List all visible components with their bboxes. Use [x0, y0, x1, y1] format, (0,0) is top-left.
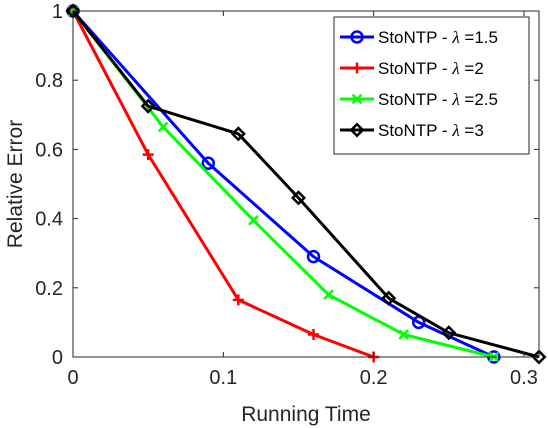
series-2-point-1 — [157, 121, 169, 133]
x-tick-label-1: 0.1 — [209, 367, 237, 389]
series-3-point-4 — [381, 290, 397, 306]
y-axis-label: Relative Error — [4, 120, 27, 248]
series-0-point-2 — [306, 249, 321, 264]
series-2-point-4 — [398, 329, 409, 340]
series-0-point-1 — [201, 156, 216, 170]
series-1-point-3 — [308, 329, 320, 341]
series-3-point-5 — [441, 325, 457, 341]
y-tick-label-5: 1 — [52, 1, 63, 23]
x-tick-label-0: 0 — [67, 367, 78, 389]
y-tick-label-1: 0.2 — [35, 278, 63, 300]
series-3-point-3 — [290, 190, 307, 206]
x-axis-label: Running Time — [241, 403, 371, 426]
x-tick-label-2: 0.2 — [360, 367, 388, 389]
series-2-point-3 — [323, 289, 334, 301]
legend-label-3: StoNTP - λ =3 — [378, 121, 484, 140]
legend-label-0: StoNTP - λ =1.5 — [378, 28, 498, 47]
y-tick-label-2: 0.4 — [35, 209, 63, 231]
legend-marker-0 — [350, 30, 364, 44]
legend-entry-1: StoNTP - λ =2 — [340, 59, 484, 78]
series-1-point-1 — [142, 149, 154, 161]
series-1-point-2 — [232, 294, 244, 306]
x-tick-label-3: 0.3 — [510, 367, 538, 389]
series-3-point-2 — [230, 126, 246, 142]
legend-marker-2 — [351, 93, 363, 105]
series-3-point-6 — [531, 349, 547, 365]
legend-entry-2: StoNTP - λ =2.5 — [340, 90, 498, 109]
y-tick-label-4: 0.8 — [35, 70, 63, 92]
y-tick-label-3: 0.6 — [35, 139, 63, 161]
axes-box — [72, 10, 540, 358]
legend: StoNTP - λ =1.5 StoNTP - λ =2 StoNTP - λ =… — [333, 16, 530, 155]
legend-marker-1 — [351, 62, 363, 74]
legend-label-1: StoNTP - λ =2 — [378, 59, 484, 78]
series-3 — [65, 3, 547, 365]
legend-marker-3 — [349, 122, 365, 138]
legend-entry-3: StoNTP - λ =3 — [340, 121, 484, 140]
series-3-point-1 — [140, 98, 156, 114]
y-tick-label-0: 0 — [52, 347, 63, 369]
series-line-3 — [71, 10, 540, 359]
legend-entry-0: StoNTP - λ =1.5 — [340, 28, 498, 47]
legend-label-2: StoNTP - λ =2.5 — [378, 90, 498, 109]
series-2-point-2 — [248, 215, 259, 226]
axes-layer: 0 0.1 0.2 0.3 0 0.2 0.4 0.6 0.8 1 — [35, 1, 540, 389]
